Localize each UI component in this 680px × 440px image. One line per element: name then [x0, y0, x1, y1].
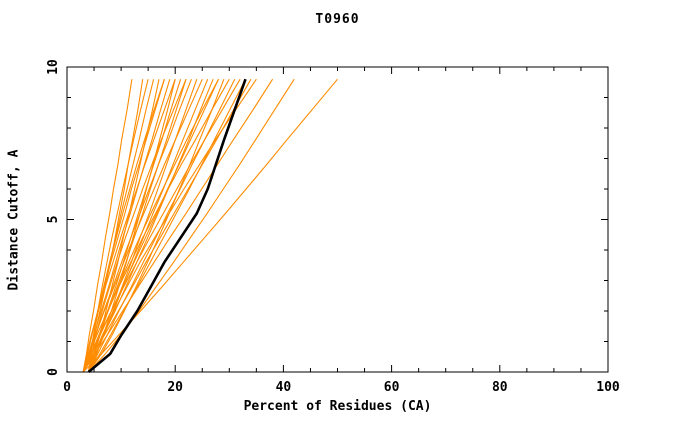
x-tick-label: 60	[384, 380, 400, 395]
model-curve	[82, 79, 192, 373]
model-curve	[88, 79, 225, 373]
model-curve	[82, 78, 219, 373]
y-tick-label: 10	[46, 59, 61, 75]
x-tick-label: 100	[596, 380, 620, 395]
model-curve	[88, 78, 246, 373]
x-tick-label: 80	[492, 380, 508, 395]
x-axis-label: Percent of Residues (CA)	[243, 399, 432, 414]
model-curve	[82, 79, 171, 373]
y-tick-label: 5	[46, 216, 61, 224]
model-curve	[82, 78, 241, 373]
chart-title: T0960	[315, 12, 360, 27]
model-curve	[82, 78, 252, 373]
model-curve	[82, 78, 274, 373]
model-curves	[82, 78, 338, 373]
tick-labels: 0 20 40 60 80 100 0 5 10	[46, 59, 620, 395]
model-curve	[82, 78, 338, 373]
highlight-curve	[87, 78, 247, 373]
x-tick-label: 0	[63, 380, 71, 395]
x-tick-label: 20	[167, 380, 183, 395]
model-curve	[82, 79, 133, 373]
model-curve	[82, 78, 230, 373]
model-curve	[82, 78, 203, 373]
y-tick-label: 0	[46, 368, 61, 376]
model-curve	[88, 78, 257, 373]
model-curve	[82, 79, 176, 373]
tick-marks	[66, 66, 609, 373]
model-curve	[82, 79, 144, 373]
y-axis-label: Distance Cutoff, A	[6, 149, 22, 291]
model-curve	[82, 78, 214, 373]
x-tick-label: 40	[276, 380, 292, 395]
